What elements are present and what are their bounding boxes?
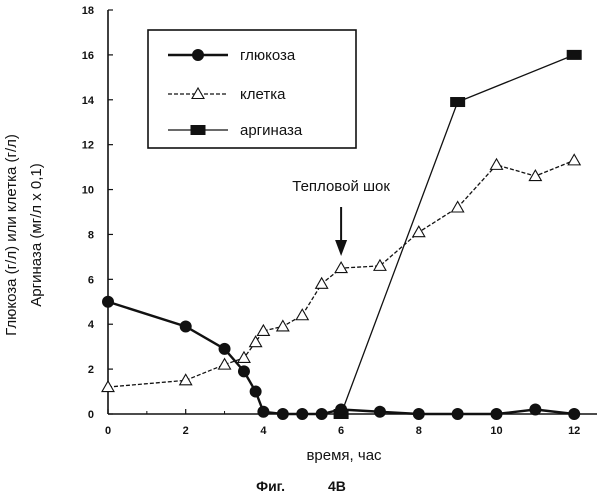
legend-marker [193,50,204,61]
data-point [296,309,308,320]
x-tick-label: 10 [490,425,502,437]
y-tick-label: 12 [82,140,94,152]
data-point [102,381,114,392]
data-point [452,409,463,420]
series-line [341,55,574,414]
data-point [238,352,250,363]
data-point [219,359,231,370]
data-point [336,404,347,415]
legend-marker [191,125,206,135]
x-tick-label: 8 [416,425,422,437]
y-tick-label: 0 [88,409,94,421]
y-tick-label: 4 [88,319,95,331]
legend-label: глюкоза [240,47,296,64]
series-square [334,50,582,419]
legend-label: клетка [240,86,286,103]
data-point [277,320,289,331]
y-tick-label: 18 [82,5,94,17]
data-point [374,406,385,417]
annotation-label: Тепловой шок [292,178,390,195]
data-point [316,278,328,289]
x-axis-title: время, час [306,447,382,464]
data-point [491,409,502,420]
data-point [450,97,465,107]
data-point [219,343,230,354]
y-axis-title-line-1: Глюкоза (г/л) или клетка (г/л) [3,134,20,336]
data-point [297,409,308,420]
data-point [569,409,580,420]
y-tick-label: 14 [82,95,95,107]
data-point [103,296,114,307]
y-tick-label: 6 [88,274,94,286]
legend: глюкоза клетка аргиназа [148,30,356,148]
data-point [413,226,425,237]
data-point [258,406,269,417]
y-tick-label: 8 [88,229,94,241]
data-point [277,409,288,420]
annotation-layer: Тепловой шок [292,178,390,256]
data-point [567,50,582,60]
y-tick-label: 2 [88,364,94,376]
data-point [316,409,327,420]
series-circle [103,296,580,419]
data-point [180,321,191,332]
data-point [250,336,262,347]
data-point [374,260,386,271]
data-point [530,404,541,415]
y-tick-label: 10 [82,185,94,197]
data-point [250,386,261,397]
x-tick-label: 6 [338,425,344,437]
figure-caption-label: Фиг. [256,478,285,494]
series-line [108,302,574,414]
x-tick-label: 12 [568,425,580,437]
annotation-arrow-head [335,240,347,256]
data-point [180,374,192,385]
x-tick-label: 4 [260,425,267,437]
data-point [568,154,580,165]
data-point [491,159,503,170]
x-tick-label: 0 [105,425,111,437]
x-tick-label: 2 [183,425,189,437]
data-point [413,409,424,420]
data-point [238,366,249,377]
data-point [529,170,541,181]
y-tick-label: 16 [82,50,94,62]
legend-label: аргиназа [240,122,303,139]
y-axis-title-line-2: Аргиназа (мг/л x 0,1) [28,163,45,306]
figure-caption-number: 4B [328,478,346,494]
